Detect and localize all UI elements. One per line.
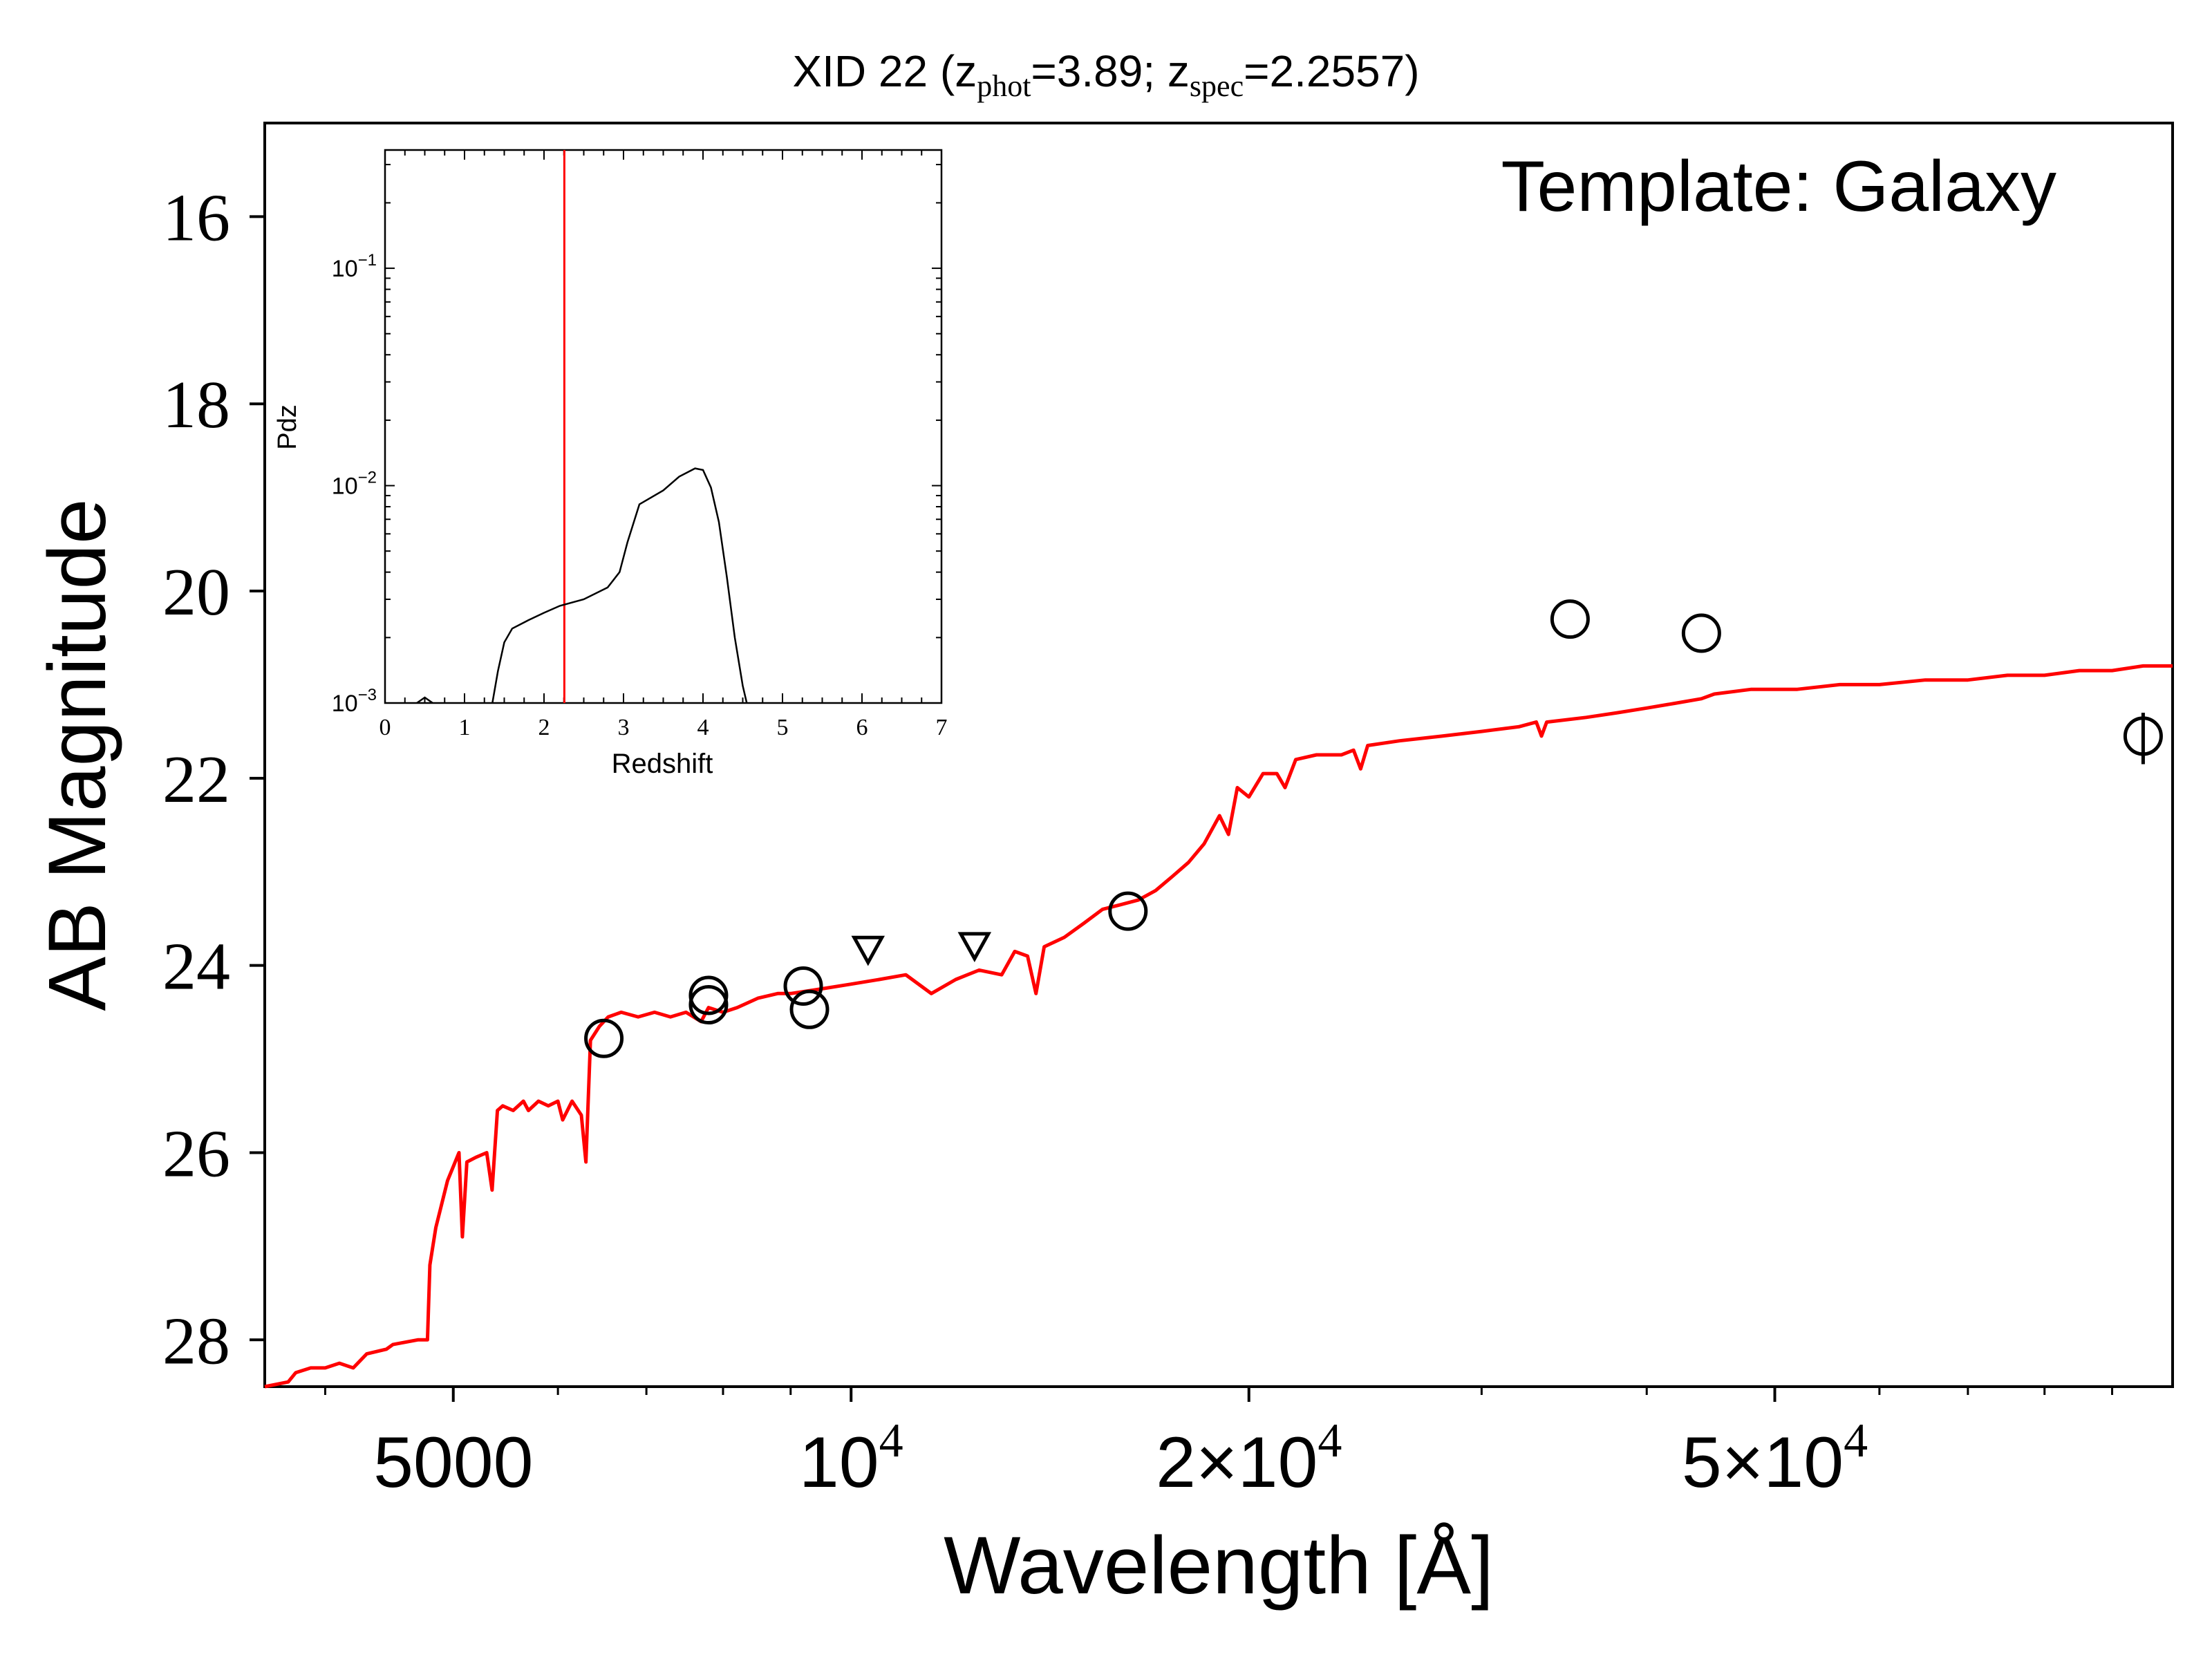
inset-x-axis-label: Redshift (612, 749, 713, 779)
x-tick-label-base: 10 (799, 1423, 879, 1503)
chart-title-sub-phot: phot (977, 69, 1031, 103)
inset-y-tick-label-base: 10 (332, 256, 358, 282)
chart-title-prefix: XID 22 (z (792, 46, 977, 96)
inset-x-tick-label: 5 (777, 715, 789, 740)
inset-x-tick-label: 1 (459, 715, 471, 740)
x-tick-label: 104 (799, 1414, 903, 1503)
upper-limit-marker (851, 935, 885, 966)
photometry-point (1108, 891, 1148, 931)
inset-y-tick-label-exponent: −3 (358, 686, 377, 704)
photometry-point (2123, 716, 2163, 756)
photometry-point (783, 966, 823, 1006)
inset-y-tick-label-exponent: −2 (358, 469, 377, 487)
inset-x-tick-label: 7 (936, 715, 948, 740)
inset-y-axis: 10−310−210−1 (332, 164, 941, 717)
x-tick-label-base: 5×10 (1682, 1423, 1844, 1503)
main-x-axis: 5000 104 2×104 5×104 (324, 1387, 2114, 1503)
photometry-point (584, 1018, 624, 1058)
inset-x-tick-label: 2 (538, 715, 550, 740)
photometry-point (789, 989, 830, 1029)
x-tick-label-exponent: 4 (1318, 1414, 1342, 1468)
inset-y-axis-label: Pdz (273, 404, 302, 449)
y-tick-label: 28 (162, 1304, 230, 1378)
main-y-axis: 16 18 20 22 24 26 28 (162, 180, 265, 1378)
chart-title: XID 22 (zphot=3.89; zspec=2.2557) (792, 46, 1419, 103)
y-tick-label: 24 (162, 930, 230, 1004)
upper-limit-marker (957, 932, 992, 963)
y-tick-label: 26 (162, 1116, 230, 1191)
inset-frame (384, 149, 943, 704)
photometry-point (1550, 599, 1590, 639)
template-spectrum-line (264, 664, 2173, 1389)
chart-title-sub-spec: spec (1190, 69, 1244, 103)
inset-y-tick-label-exponent: −1 (358, 251, 377, 270)
pdz-curve (491, 467, 748, 703)
main-series (264, 599, 2173, 1389)
template-annotation: Template: Galaxy (1501, 147, 2056, 227)
pdz-low-z-curve (415, 696, 434, 703)
inset-x-tick-label: 0 (379, 715, 391, 740)
y-axis-label: AB Magnitude (32, 498, 123, 1011)
inset-x-axis: 0 1 2 3 4 5 6 7 (379, 150, 948, 740)
inset-x-tick-label: 4 (697, 715, 709, 740)
x-tick-label-base: 2×10 (1156, 1423, 1318, 1503)
inset-x-tick-label: 6 (856, 715, 868, 740)
x-tick-label: 5×104 (1682, 1414, 1868, 1503)
inset-series (415, 150, 748, 703)
x-axis-label: Wavelength [Å] (944, 1520, 1494, 1611)
y-tick-label: 16 (162, 180, 230, 255)
inset-y-tick-label: 10−2 (332, 469, 377, 500)
inset-y-tick-label-base: 10 (332, 474, 358, 500)
photometry-point (1681, 613, 1721, 653)
inset-y-tick-label-base: 10 (332, 691, 358, 717)
x-tick-label: 5000 (373, 1423, 533, 1503)
x-tick-label-exponent: 4 (879, 1414, 903, 1468)
chart-title-mid: =3.89; z (1031, 46, 1190, 96)
inset-x-tick-label: 3 (618, 715, 630, 740)
x-tick-label-exponent: 4 (1844, 1414, 1868, 1468)
x-tick-label: 2×104 (1156, 1414, 1342, 1503)
y-tick-label: 18 (162, 368, 230, 442)
photometry-point (688, 975, 729, 1015)
photometry-point (688, 985, 729, 1025)
y-tick-label: 22 (162, 742, 230, 817)
inset-y-tick-label: 10−1 (332, 251, 377, 282)
y-tick-label: 20 (162, 555, 230, 630)
inset-y-tick-label: 10−3 (332, 686, 377, 717)
main-plot-frame (263, 122, 2174, 1388)
x-tick-label-base: 5000 (373, 1423, 533, 1503)
chart-title-suffix: =2.2557) (1244, 46, 1419, 96)
